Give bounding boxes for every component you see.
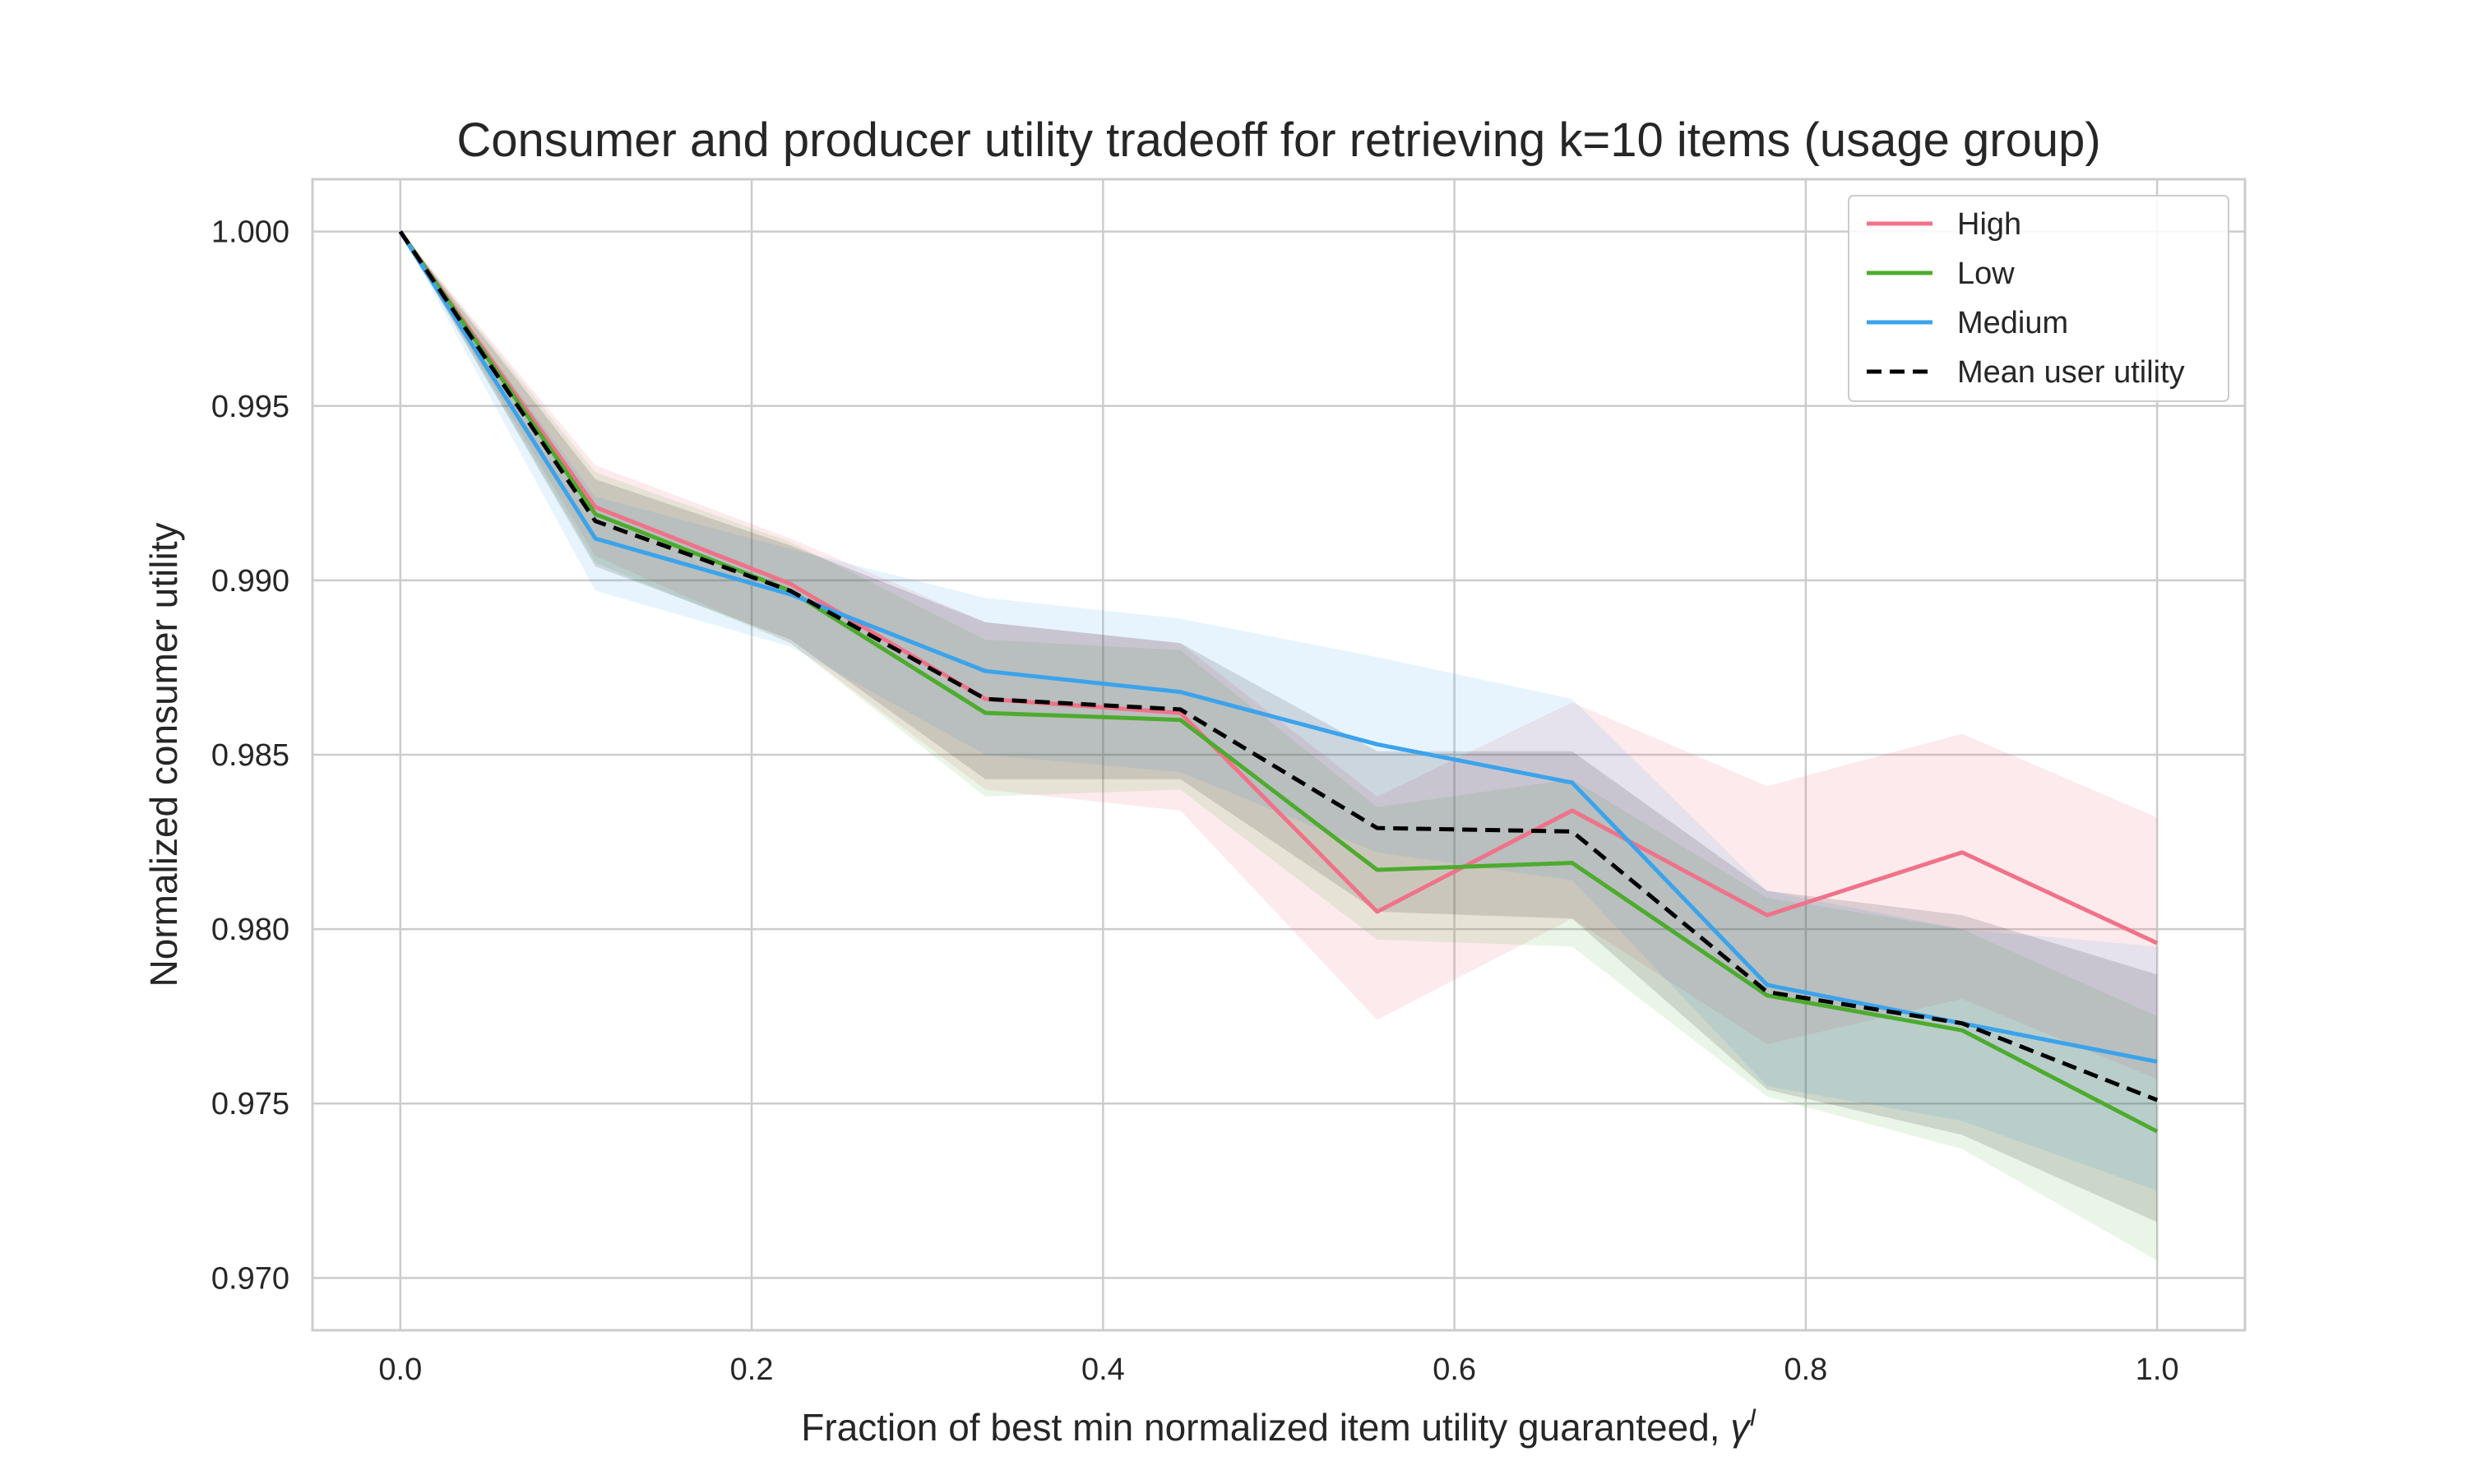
x-axis-ticks: 0.0 0.2 0.4 0.6 0.8 1.0: [378, 1352, 2178, 1387]
y-tick-label: 0.980: [211, 913, 289, 947]
x-tick-label: 1.0: [2136, 1352, 2179, 1387]
grid: [312, 179, 2245, 1330]
x-tick-label: 0.8: [1784, 1352, 1827, 1387]
x-axis-title-symbol: γ: [1730, 1406, 1752, 1449]
legend-label-low: Low: [1957, 257, 2015, 291]
y-axis-ticks: 0.970 0.975 0.980 0.985 0.990 0.995 1.000: [211, 215, 289, 1297]
legend: High Low Medium Mean user utility: [1848, 195, 2229, 402]
x-tick-label: 0.0: [378, 1352, 422, 1387]
x-axis-title-text: Fraction of best min normalized item uti…: [801, 1406, 1730, 1449]
y-tick-label: 0.975: [211, 1087, 289, 1121]
y-tick-label: 1.000: [211, 215, 289, 250]
y-tick-label: 0.985: [211, 738, 289, 773]
y-tick-label: 0.990: [211, 564, 289, 599]
x-tick-label: 0.4: [1081, 1352, 1125, 1387]
mean-user-utility-line: [398, 230, 2159, 1103]
plot-frame: [311, 178, 2247, 1332]
series-lines: [398, 230, 2159, 1134]
y-tick-label: 0.970: [211, 1261, 289, 1296]
medium-confidence-band: [400, 231, 2158, 1191]
confidence-bands: [400, 231, 2158, 1261]
high-confidence-band: [400, 231, 2158, 1079]
x-tick-label: 0.6: [1433, 1352, 1476, 1387]
medium-line: [398, 230, 2158, 1064]
high-line: [398, 230, 2159, 945]
mean-user-utility-confidence-band: [400, 231, 2158, 1223]
chart-title: Consumer and producer utility tradeoff f…: [456, 113, 2100, 167]
x-axis-title-superscript: I: [1749, 1404, 1756, 1431]
low-line: [398, 230, 2159, 1134]
y-axis-title: Normalized consumer utility: [142, 523, 185, 987]
x-axis-title: Fraction of best min normalized item uti…: [801, 1404, 1756, 1449]
y-tick-label: 0.995: [211, 390, 289, 424]
low-confidence-band: [400, 231, 2158, 1261]
legend-box: [1848, 195, 2229, 402]
legend-label-high: High: [1957, 207, 2021, 242]
legend-label-medium: Medium: [1957, 306, 2068, 340]
legend-label-mean-user-utility: Mean user utility: [1957, 355, 2185, 390]
legend-items: High Low Medium Mean user utility: [1867, 207, 2185, 390]
x-tick-label: 0.2: [730, 1352, 774, 1387]
